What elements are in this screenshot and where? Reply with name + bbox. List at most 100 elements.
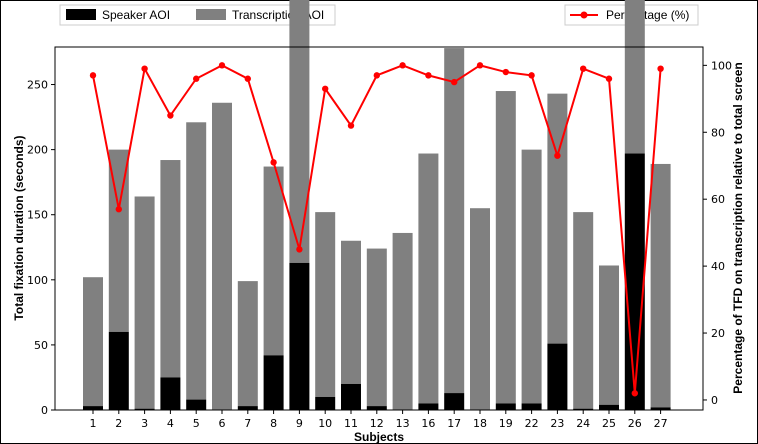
x-tick-label-16: 16 — [421, 417, 435, 430]
y2-tick-label: 0 — [711, 394, 718, 407]
legend-speaker-label: Speaker AOI — [102, 8, 170, 22]
bar-speaker-16 — [418, 403, 439, 410]
percentage-point-8 — [270, 159, 277, 166]
percentage-point-17 — [451, 78, 458, 86]
bar-transcription-22 — [521, 149, 542, 404]
y-tick-label: 0 — [41, 404, 48, 417]
x-tick-label-9: 9 — [296, 417, 303, 430]
x-tick-label-27: 27 — [654, 417, 668, 430]
bar-speaker-12 — [366, 406, 387, 410]
x-tick-label-4: 4 — [167, 417, 174, 430]
x-tick-label-8: 8 — [270, 417, 277, 430]
y2-tick-label: 20 — [711, 327, 725, 340]
bar-transcription-18 — [470, 208, 490, 410]
legend-percentage-label: Percentage (%) — [606, 8, 689, 22]
bar-speaker-1 — [83, 406, 103, 410]
x-tick-label-24: 24 — [576, 417, 590, 430]
bar-speaker-5 — [186, 399, 207, 410]
x-tick-label-18: 18 — [473, 417, 487, 430]
legend-transcription-swatch — [196, 9, 226, 20]
bar-transcription-23 — [547, 93, 568, 344]
x-tick-label-5: 5 — [193, 417, 200, 430]
percentage-point-3 — [141, 65, 148, 72]
bar-transcription-8 — [263, 166, 284, 356]
percentage-point-26 — [631, 390, 638, 397]
x-tick-label-2: 2 — [115, 417, 122, 430]
percentage-point-22 — [528, 72, 535, 79]
bar-speaker-26 — [624, 153, 645, 410]
x-tick-label-17: 17 — [447, 417, 461, 430]
bar-speaker-17 — [444, 393, 465, 410]
bar-transcription-26 — [624, 0, 645, 154]
percentage-point-7 — [244, 75, 251, 82]
percentage-point-2 — [115, 206, 123, 213]
bar-transcription-19 — [495, 91, 516, 404]
percentage-line-group — [89, 62, 664, 397]
percentage-point-23 — [554, 152, 561, 159]
bar-speaker-8 — [263, 355, 284, 410]
bar-transcription-27 — [650, 163, 671, 408]
x-tick-label-1: 1 — [90, 417, 97, 430]
y2-tick-label: 80 — [711, 126, 725, 139]
percentage-point-1 — [89, 72, 97, 79]
legend-percentage-marker — [580, 11, 588, 19]
plot-area-border — [54, 46, 704, 411]
percentage-point-11 — [347, 122, 355, 129]
percentage-point-6 — [218, 62, 226, 69]
x-tick-label-3: 3 — [141, 417, 148, 430]
bar-transcription-4 — [160, 160, 181, 378]
legend-speaker-swatch — [66, 9, 96, 20]
percentage-point-4 — [167, 112, 174, 119]
y-tick-label: 150 — [27, 209, 48, 222]
x-tick-label-6: 6 — [219, 417, 226, 430]
bar-transcription-5 — [186, 122, 207, 400]
y2-tick-label: 100 — [711, 59, 732, 72]
x-tick-label-11: 11 — [344, 417, 358, 430]
y-axis-label: Total fixation duration (seconds) — [12, 135, 26, 320]
bar-transcription-9 — [289, 0, 310, 263]
bar-speaker-11 — [341, 383, 361, 410]
x-axis-label: Subjects — [354, 430, 404, 444]
bar-transcription-13 — [392, 232, 413, 410]
bar-transcription-3 — [134, 196, 155, 409]
x-tick-label-12: 12 — [370, 417, 384, 430]
bar-speaker-22 — [521, 403, 542, 410]
y2-tick-label: 40 — [711, 260, 725, 273]
y-tick-label: 100 — [27, 274, 48, 287]
percentage-point-25 — [605, 75, 613, 82]
x-tick-label-25: 25 — [602, 417, 616, 430]
y-tick-label: 200 — [27, 144, 48, 157]
bar-transcription-24 — [573, 212, 594, 409]
bar-speaker-4 — [160, 377, 181, 410]
percentage-point-5 — [193, 75, 200, 82]
bar-transcription-17 — [444, 48, 465, 394]
bar-transcription-2 — [108, 149, 129, 332]
bar-transcription-11 — [341, 240, 361, 384]
bar-transcription-12 — [366, 248, 387, 407]
bar-transcription-1 — [83, 277, 103, 407]
bar-transcription-6 — [212, 102, 232, 411]
x-tick-label-7: 7 — [244, 417, 251, 430]
bar-speaker-7 — [237, 406, 258, 410]
x-tick-label-23: 23 — [550, 417, 564, 430]
x-tick-label-22: 22 — [525, 417, 539, 430]
percentage-point-24 — [580, 65, 587, 72]
percentage-point-16 — [425, 72, 432, 79]
x-tick-label-19: 19 — [499, 417, 513, 430]
x-tick-label-10: 10 — [318, 417, 332, 430]
percentage-point-27 — [657, 65, 664, 72]
y-tick-label: 50 — [34, 339, 48, 352]
bar-speaker-23 — [547, 343, 568, 410]
bar-speaker-3 — [134, 408, 155, 410]
x-tick-label-13: 13 — [396, 417, 410, 430]
bar-transcription-10 — [315, 212, 336, 397]
percentage-point-12 — [373, 72, 380, 79]
bar-speaker-10 — [315, 396, 336, 410]
legend-transcription-label: Transcription AOI — [232, 8, 324, 22]
bar-speaker-25 — [599, 404, 619, 410]
x-tick-label-26: 26 — [628, 417, 642, 430]
bar-transcription-16 — [418, 153, 439, 404]
bar-speaker-2 — [108, 331, 129, 410]
